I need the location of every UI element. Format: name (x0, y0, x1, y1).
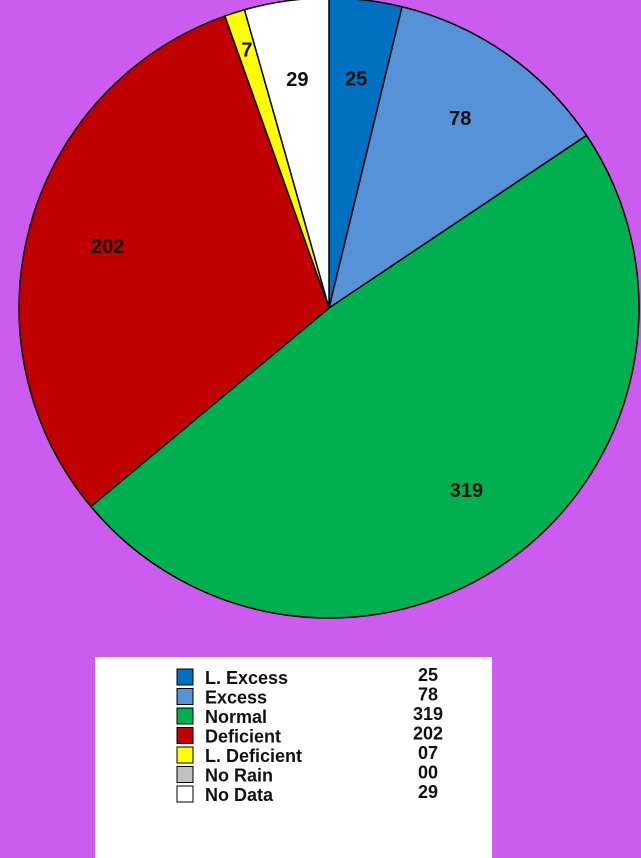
slice-label: 202 (91, 236, 124, 258)
legend-swatch (176, 707, 194, 725)
legend-label: Excess (205, 687, 267, 707)
slice-label: 29 (286, 69, 308, 91)
pie-slice (327, 5, 588, 310)
legend-swatch (176, 668, 194, 686)
legend-swatch (176, 766, 194, 783)
legend-swatch (176, 785, 194, 803)
legend-label: L. Excess (205, 668, 288, 688)
pie-slice (18, 15, 330, 508)
legend-value: 202 (413, 723, 443, 743)
slice-label: 7 (241, 39, 252, 61)
legend-value: 00 (418, 762, 438, 782)
legend-swatch (176, 688, 194, 705)
legend-swatch (176, 727, 194, 744)
legend-value: 78 (418, 684, 438, 704)
legend-value: 25 (418, 665, 438, 685)
legend-label: L. Deficient (205, 746, 302, 766)
legend-label: No Data (205, 785, 274, 805)
slice-label: 25 (345, 69, 367, 91)
legend-box (95, 657, 492, 858)
legend-value: 07 (418, 743, 438, 763)
slice-label: 78 (449, 108, 471, 130)
legend-label: Deficient (205, 726, 281, 746)
slice-label: 319 (450, 480, 483, 502)
legend-value: 319 (413, 704, 443, 724)
legend-swatch (176, 746, 194, 764)
legend-value: 29 (418, 782, 438, 802)
legend-label: No Rain (205, 765, 273, 785)
legend-label: Normal (205, 707, 267, 727)
pie-slice (89, 134, 640, 619)
pie-slice (243, 0, 330, 309)
